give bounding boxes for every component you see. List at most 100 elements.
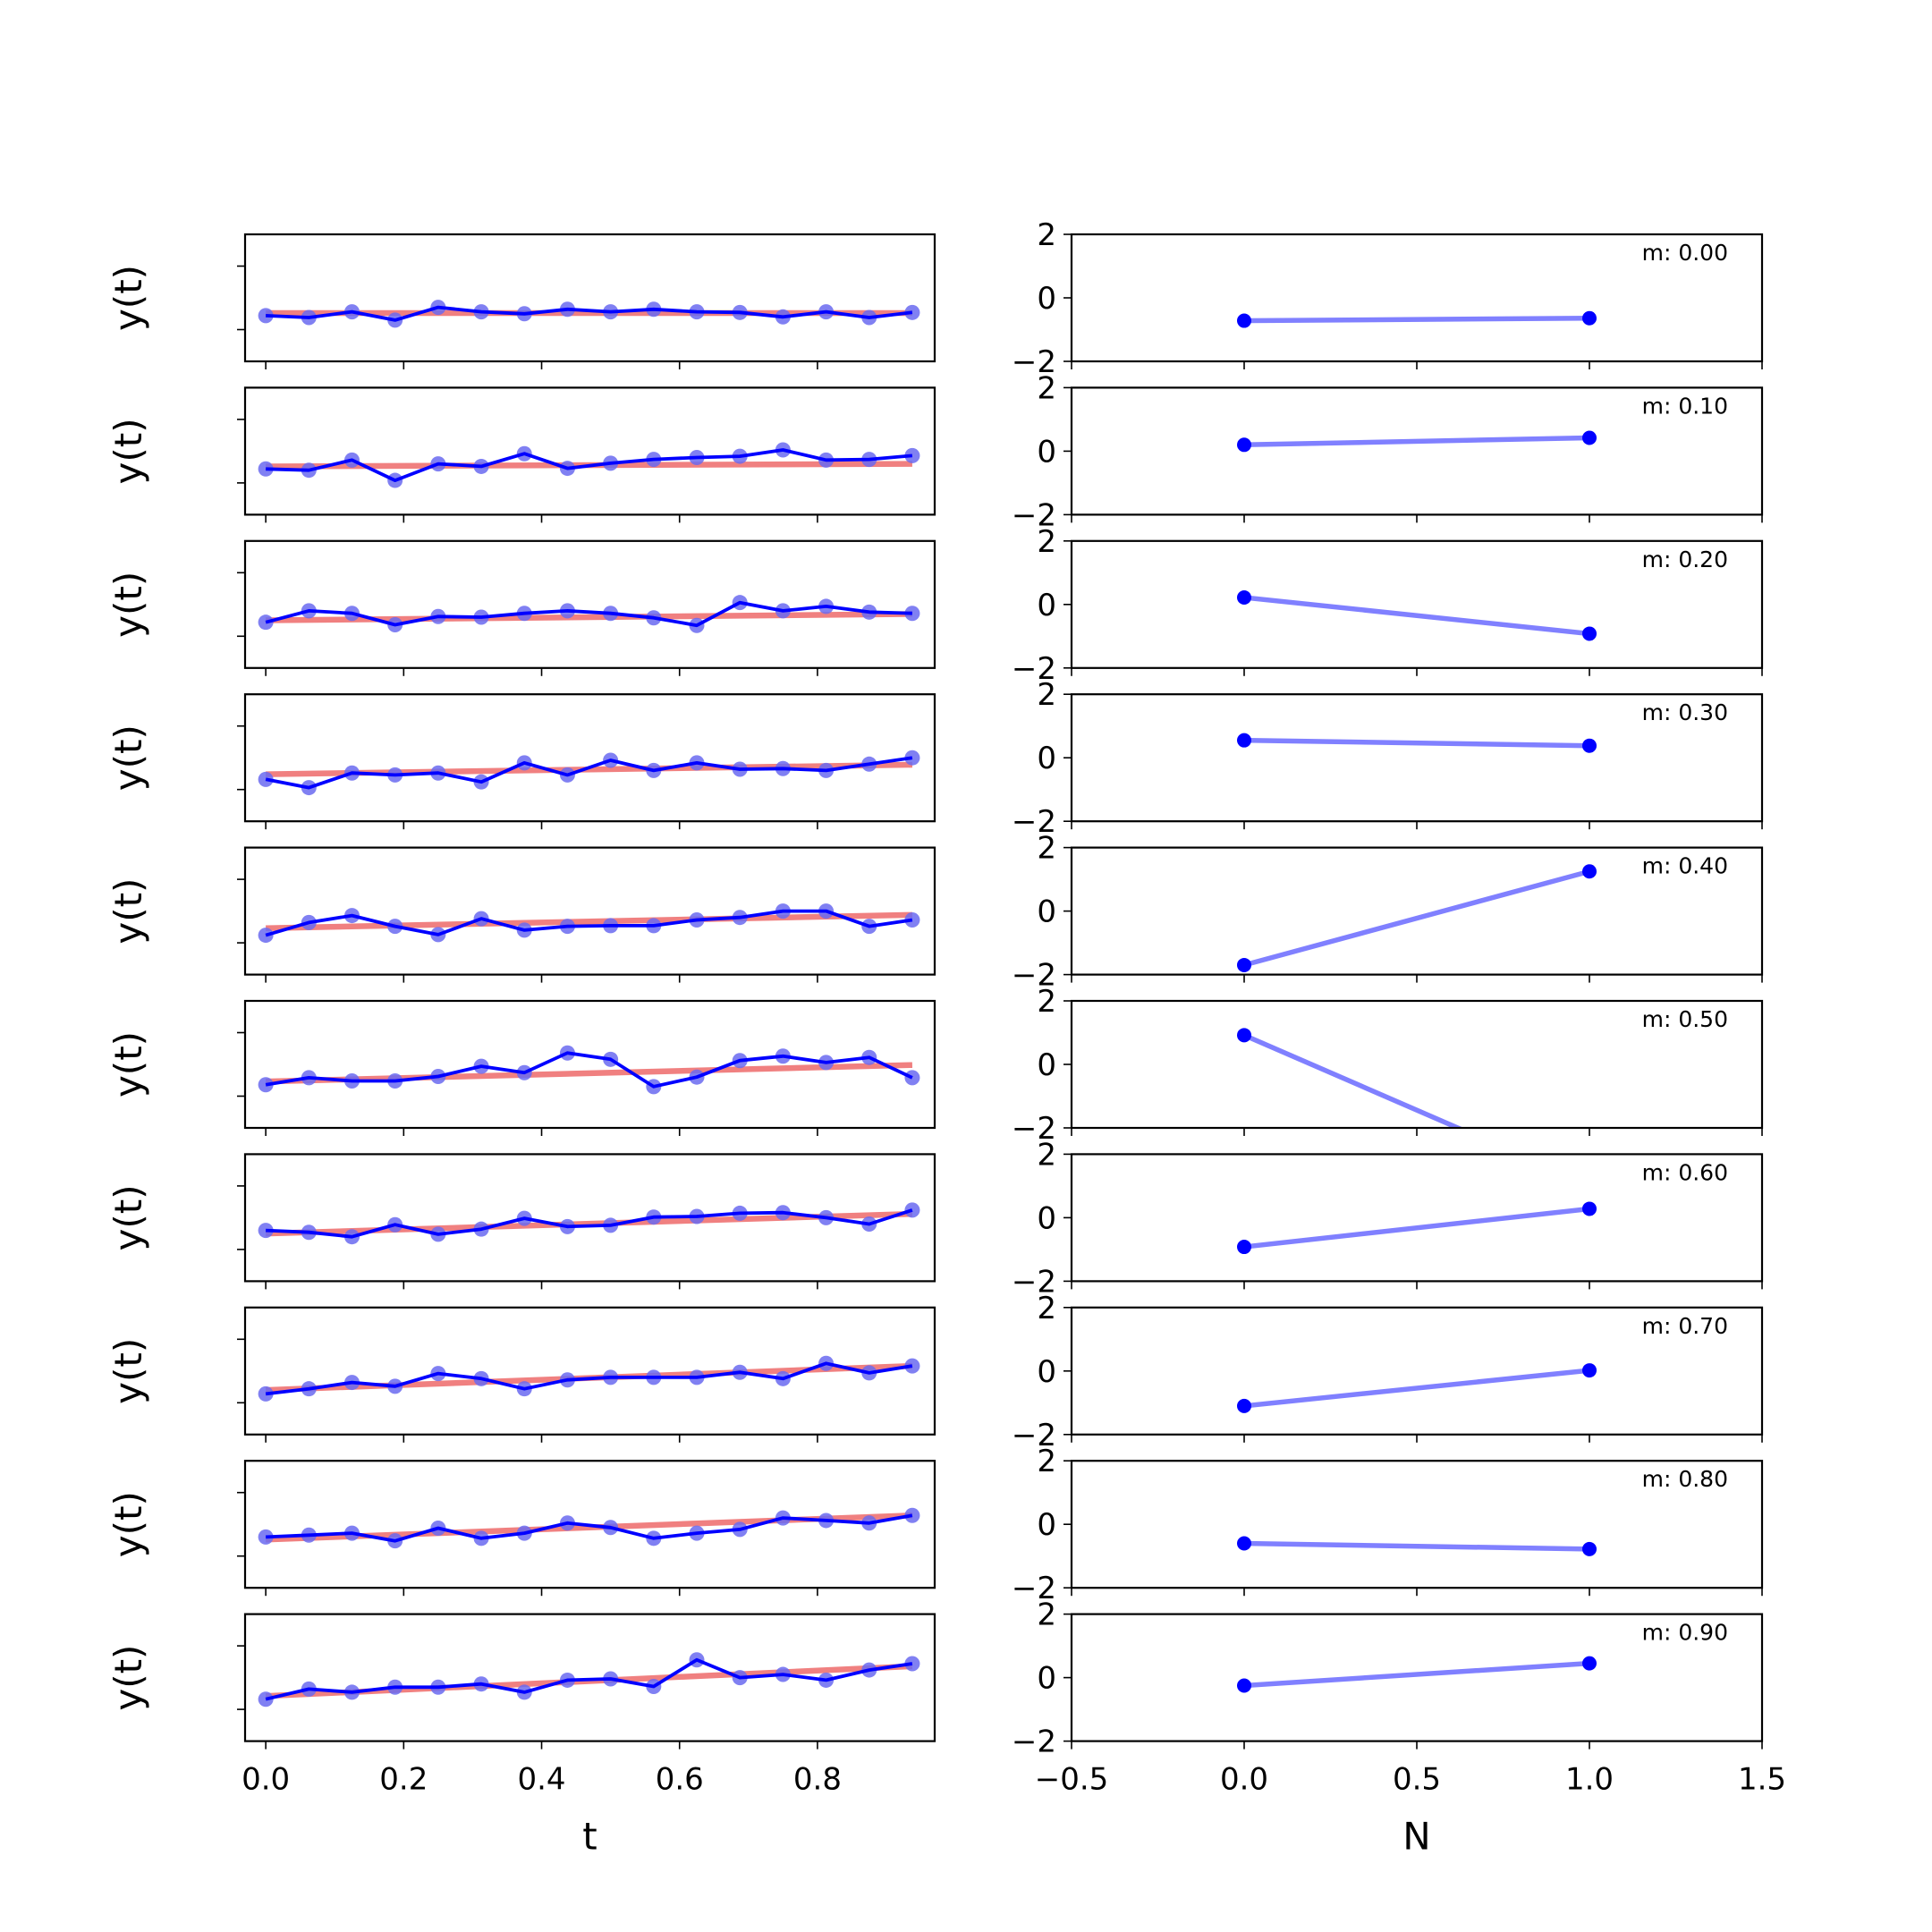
left-panel-1: y(t) — [106, 233, 936, 369]
left-plot-area — [258, 442, 920, 488]
x-tick-label: 0.2 — [379, 1762, 428, 1798]
y-tick-label: 2 — [1037, 1291, 1056, 1326]
right-plot-area — [1237, 589, 1597, 641]
series-point — [1237, 1536, 1251, 1551]
y-axis-label: y(t) — [106, 1645, 150, 1711]
series-point — [1582, 430, 1597, 445]
axes-frame — [243, 386, 936, 516]
m-label: m: 0.60 — [1642, 1159, 1728, 1185]
data-point — [904, 304, 920, 320]
data-line — [265, 1051, 913, 1089]
series-point — [1582, 310, 1597, 326]
y-tick-label: −2 — [1012, 804, 1056, 840]
y-axis-label: y(t) — [106, 1031, 150, 1097]
y-tick-label: 2 — [1037, 217, 1056, 253]
y-axis-label: y(t) — [106, 1184, 150, 1250]
y-tick-label: 0 — [1037, 1200, 1056, 1236]
series-point — [1582, 1201, 1597, 1216]
data-point — [904, 606, 920, 622]
y-tick-label: −2 — [1012, 1264, 1056, 1300]
left-plot-area — [258, 1355, 920, 1402]
y-tick-label: 0 — [1037, 1047, 1056, 1083]
fit-line — [266, 911, 913, 932]
m-label: m: 0.80 — [1642, 1466, 1728, 1492]
y-axis-label: y(t) — [106, 265, 150, 331]
right-panel-1: −2 0 2 m: 0.00 — [1012, 217, 1764, 380]
right-panel-7: −2 0 2 m: 0.60 — [1012, 1137, 1764, 1300]
y-tick-label: −2 — [1012, 1111, 1056, 1147]
y-axis-label: y(t) — [106, 878, 150, 945]
left-plot-area — [258, 300, 920, 328]
data-line — [266, 1208, 913, 1239]
series-point — [1237, 1240, 1251, 1255]
series-point — [1237, 733, 1251, 748]
y-tick-label: −2 — [1012, 1724, 1056, 1760]
series-point — [1237, 313, 1251, 328]
right-panel-4: −2 0 2 m: 0.30 — [1012, 677, 1764, 840]
series-point — [1582, 626, 1597, 641]
right-plot-area — [1237, 430, 1597, 453]
y-tick-label: 0 — [1037, 588, 1056, 623]
m-label: m: 0.70 — [1642, 1313, 1728, 1339]
m-label: m: 0.50 — [1642, 1006, 1728, 1032]
left-plot-area — [258, 1202, 920, 1245]
m-label: m: 0.40 — [1642, 853, 1728, 879]
series-point — [1237, 437, 1251, 453]
data-line — [266, 1513, 913, 1543]
right-column: −2 0 2 m: 0.00 −2 0 2 m: 0.10 −2 0 2 m: 0.20 −2 0 2 m: … — [1012, 217, 1786, 1859]
left-plot-area — [258, 1652, 920, 1707]
left-panel-4: y(t) — [106, 693, 936, 830]
axes-frame — [243, 1460, 936, 1589]
right-panel-3: −2 0 2 m: 0.20 — [1012, 524, 1764, 687]
y-tick-label: −2 — [1012, 497, 1056, 533]
series-line — [1243, 1368, 1590, 1409]
right-plot-area — [1237, 1536, 1597, 1556]
y-tick-label: 2 — [1037, 1597, 1056, 1633]
axes-frame — [243, 693, 936, 823]
y-tick-label: −2 — [1012, 1571, 1056, 1606]
left-plot-area — [258, 903, 920, 944]
left-panel-2: y(t) — [106, 386, 936, 523]
series-line — [1243, 869, 1590, 968]
x-tick-label: 0.4 — [517, 1762, 565, 1798]
series-line — [1242, 1032, 1464, 1128]
left-panel-9: y(t) — [106, 1460, 936, 1597]
y-tick-label: 2 — [1037, 831, 1056, 867]
y-tick-label: −2 — [1012, 344, 1056, 380]
y-tick-label: −2 — [1012, 958, 1056, 994]
left-plot-area — [258, 1045, 920, 1095]
x-axis-label: N — [1402, 1815, 1430, 1859]
left-column: y(t) y(t) y(t) y(t) y(t) y(t) y(t) y(t) y(t) y(t)… — [106, 233, 936, 1859]
series-point — [1237, 1028, 1251, 1043]
left-panel-6: y(t) — [106, 999, 936, 1136]
left-panel-8: y(t) — [106, 1306, 936, 1443]
y-tick-label: 0 — [1037, 894, 1056, 930]
series-line — [1243, 435, 1590, 448]
right-plot-area — [1237, 864, 1597, 972]
y-tick-label: 2 — [1037, 984, 1056, 1020]
series-line — [1243, 1540, 1590, 1552]
data-point — [904, 1656, 920, 1672]
m-label: m: 0.30 — [1642, 699, 1728, 725]
data-line — [266, 305, 913, 322]
data-line — [265, 1657, 913, 1701]
left-panel-10: y(t) 0.0 0.2 0.4 0.6 0.8 t — [106, 1613, 936, 1859]
m-label: m: 0.10 — [1642, 393, 1728, 419]
series-point — [1237, 589, 1251, 605]
x-tick-label: 0.6 — [656, 1762, 704, 1798]
axes-frame — [243, 1613, 936, 1742]
right-panel-2: −2 0 2 m: 0.10 — [1012, 370, 1764, 533]
x-tick-label: 0.0 — [1220, 1762, 1268, 1798]
y-tick-label: 0 — [1037, 281, 1056, 317]
right-plot-area — [1237, 1656, 1597, 1693]
left-panel-3: y(t) — [106, 539, 936, 676]
series-line — [1243, 737, 1590, 749]
y-tick-label: 2 — [1037, 1137, 1056, 1173]
y-axis-label: y(t) — [106, 724, 150, 791]
series-line — [1243, 1206, 1590, 1250]
data-line — [265, 756, 913, 790]
x-axis-label: t — [582, 1815, 597, 1859]
left-panel-5: y(t) — [106, 846, 936, 983]
x-tick-label: 1.5 — [1738, 1762, 1786, 1798]
